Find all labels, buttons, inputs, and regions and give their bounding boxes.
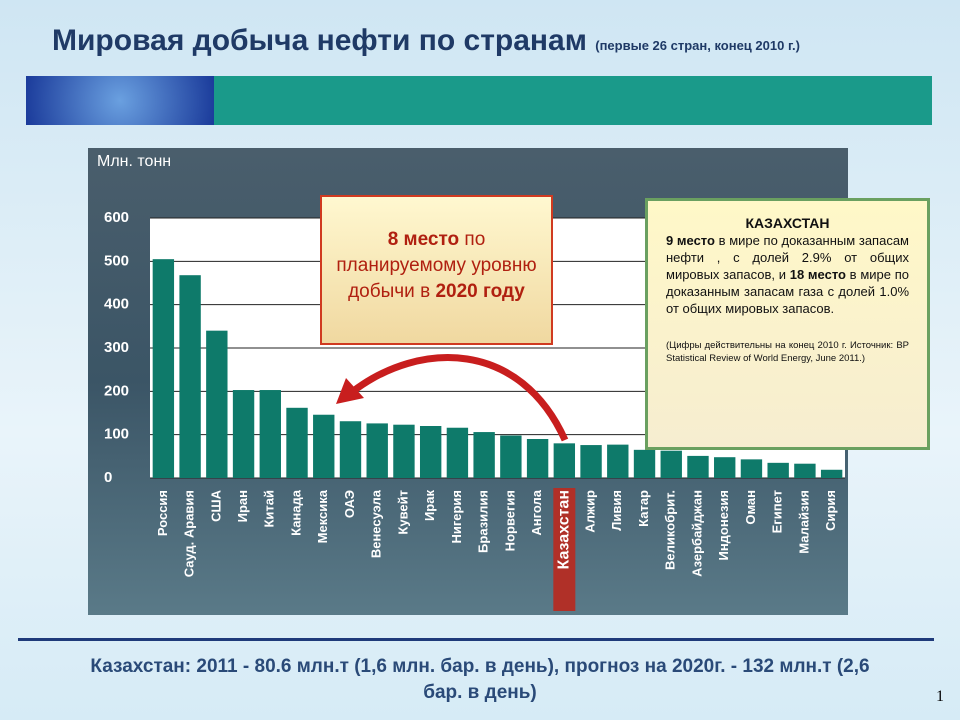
annotation-text: 2020 году — [435, 281, 525, 302]
y-tick-label: 300 — [104, 339, 129, 356]
x-tick-label: Алжир — [582, 490, 597, 533]
x-tick-label: США — [208, 489, 223, 521]
x-tick-label: Индонезия — [716, 490, 731, 561]
y-tick-label: 500 — [104, 252, 129, 269]
bar — [339, 421, 362, 478]
annotation-text: в мире по доказанным запасам нефти , с д… — [666, 233, 909, 282]
arrow-head — [336, 378, 364, 404]
x-tick-label: Ирак — [422, 490, 437, 522]
x-tick-label: Азербайджан — [689, 490, 704, 577]
x-tick-label: Казахстан — [556, 490, 573, 570]
banner-image — [26, 76, 214, 125]
y-tick-label: 100 — [104, 426, 129, 443]
annotation-text: 8 место — [387, 229, 460, 250]
highlight — [553, 488, 576, 611]
y-tick-label: 200 — [104, 382, 129, 399]
x-tick-label: Ливия — [609, 490, 624, 531]
bar — [526, 439, 549, 478]
x-tick-label: Венесуэла — [369, 489, 384, 558]
footer-text: Казахстан: 2011 - 80.6 млн.т (1,6 млн. б… — [90, 656, 870, 703]
annotation-text: по планируемому уровню добычи в — [336, 229, 537, 302]
x-tick-label: Бразилия — [476, 490, 491, 553]
bar — [500, 435, 522, 478]
bar — [633, 449, 656, 478]
bar — [714, 457, 736, 478]
annotation-body: 9 место в мире по доказанным запасам неф… — [666, 232, 909, 317]
x-tick-label: Катар — [636, 490, 651, 527]
bar — [313, 414, 335, 478]
bar — [580, 445, 602, 478]
arrow — [349, 354, 569, 442]
x-tick-label: Мексика — [315, 489, 330, 543]
bar — [687, 455, 709, 478]
bar — [179, 275, 201, 478]
bar — [152, 259, 175, 478]
bar — [553, 443, 576, 478]
annotation-note: (Цифры действительны на конец 2010 г. Ис… — [666, 340, 909, 364]
page-number: 1 — [936, 688, 944, 705]
title: Мировая добыча нефти по странам (первые … — [52, 24, 800, 58]
x-tick-label: Кувейт — [395, 490, 410, 535]
footer-rule — [18, 638, 934, 641]
bar — [660, 450, 682, 478]
bar — [473, 432, 495, 478]
y-label: Млн. тонн — [97, 153, 171, 170]
annotation-text: 9 место — [666, 233, 715, 248]
y-tick-label: 400 — [104, 296, 129, 313]
bar — [794, 463, 816, 478]
annotation-heading: КАЗАХСТАН — [745, 215, 830, 231]
y-tick-label: 0 — [104, 469, 112, 486]
annotation-text: 18 место — [789, 267, 846, 282]
subtitle: (первые 26 стран, конец 2010 г.) — [595, 38, 800, 53]
x-tick-label: Нигерия — [449, 490, 464, 544]
bar — [740, 459, 763, 478]
x-tick-label: Сауд. Аравия — [182, 490, 197, 577]
x-tick-label: Россия — [155, 490, 170, 536]
bar — [767, 462, 789, 478]
bar — [446, 427, 469, 478]
bar — [259, 390, 281, 478]
bar — [286, 407, 308, 478]
x-tick-label: Ангола — [529, 489, 544, 535]
annotation-2: КАЗАХСТАН 9 место в мире по доказанным з… — [645, 198, 930, 450]
x-tick-label: Египет — [770, 490, 785, 533]
x-tick-label: Иран — [235, 490, 250, 522]
annotation-1: 8 место по планируемому уровню добычи в … — [320, 195, 553, 345]
bar — [607, 444, 629, 478]
bar — [393, 424, 415, 478]
bar — [206, 330, 228, 478]
x-tick-label: Норвегия — [502, 490, 517, 551]
bar — [366, 423, 388, 478]
annotation-text: в мире по доказанным запасам газа с доле… — [666, 267, 909, 316]
x-tick-label: Канада — [288, 489, 303, 536]
x-tick-label: Малайзия — [796, 490, 811, 554]
title-text: Мировая добыча нефти по странам — [52, 24, 587, 57]
y-tick-label: 600 — [104, 209, 129, 226]
x-tick-label: ОАЭ — [342, 490, 357, 518]
bar — [232, 390, 255, 478]
bar — [419, 426, 442, 478]
x-tick-label: Оман — [743, 490, 758, 525]
bar — [820, 469, 843, 478]
x-tick-label: Китай — [262, 490, 277, 528]
x-tick-label: Великобрит. — [663, 490, 678, 570]
x-tick-label: Сирия — [823, 490, 838, 531]
